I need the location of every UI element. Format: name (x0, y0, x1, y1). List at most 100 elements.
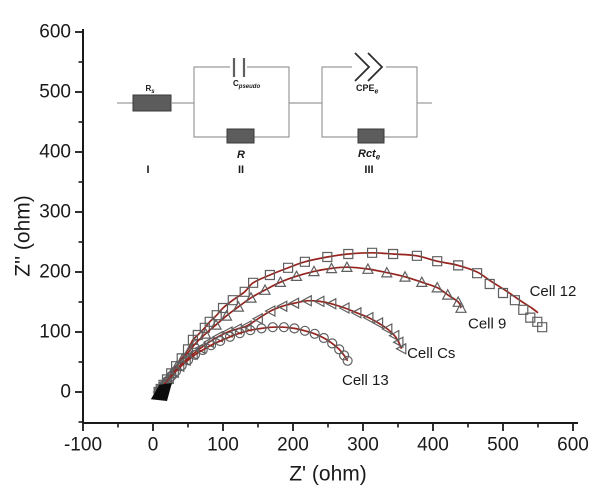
x-tick-label: -100 (64, 435, 102, 456)
data-series (150, 247, 548, 401)
triangle-left-marker (325, 297, 337, 310)
circle-marker (197, 344, 208, 356)
resistor-r (226, 128, 255, 144)
circle-marker (176, 360, 187, 371)
x-tick-label: 200 (277, 435, 309, 456)
square-marker (343, 248, 354, 260)
x-axis-title: Z' (ohm) (289, 463, 367, 486)
y-tick-label: 300 (39, 202, 71, 223)
square-marker (199, 322, 210, 333)
circle-marker (289, 323, 300, 334)
cpe-label: CPEe (356, 83, 379, 96)
triangle-up-marker (398, 270, 412, 282)
series-cell-13 (153, 322, 353, 398)
square-marker (518, 304, 529, 315)
triangle-up-marker (290, 269, 303, 281)
square-marker (432, 256, 443, 267)
series-label-cell-cs: Cell Cs (407, 345, 455, 362)
square-marker (264, 269, 275, 281)
parallel-box-ii (193, 66, 290, 138)
y-tick-label: 600 (39, 22, 71, 43)
circle-marker (245, 325, 256, 336)
triangle-up-marker (431, 281, 444, 293)
circle-marker (256, 323, 267, 334)
square-marker (411, 250, 422, 261)
triangle-up-marker (441, 288, 454, 300)
square-marker (299, 256, 310, 267)
square-marker (497, 287, 509, 299)
triangle-left-marker (221, 325, 233, 339)
triangle-up-marker (340, 260, 353, 272)
triangle-up-marker (325, 262, 338, 274)
cpe-icon (354, 52, 371, 82)
y-tick-label: 500 (39, 82, 71, 103)
triangle-up-marker (199, 327, 212, 339)
circle-marker (224, 331, 236, 342)
square-marker (525, 312, 536, 323)
circle-marker (234, 328, 245, 339)
square-marker (532, 316, 543, 327)
triangle-up-marker (452, 295, 465, 307)
circle-marker (171, 365, 182, 377)
numeral-ii: II (238, 164, 244, 176)
numeral-i: I (146, 164, 149, 176)
rct-label: Rcte (358, 148, 381, 162)
x-tick-label: 400 (417, 435, 449, 456)
triangle-left-marker (372, 316, 384, 330)
triangle-left-marker (395, 342, 407, 355)
circle-marker (215, 335, 226, 347)
square-marker (367, 247, 378, 258)
triangle-left-marker (251, 312, 263, 325)
triangle-up-marker (415, 275, 428, 287)
resistor-rct (357, 128, 385, 144)
triangle-up-marker (244, 291, 258, 303)
series-label-cell-13: Cell 13 (342, 372, 389, 389)
triangle-left-marker (202, 336, 214, 349)
triangle-left-marker (300, 294, 312, 307)
triangle-left-marker (338, 301, 350, 315)
y-tick-label: 400 (39, 142, 71, 163)
r-label: R (237, 149, 245, 161)
origin-cluster (150, 383, 172, 401)
y-tick-label: 200 (39, 262, 71, 283)
square-marker (283, 262, 294, 273)
square-marker (248, 277, 259, 288)
circle-marker (278, 322, 289, 333)
x-tick-label: 100 (207, 435, 239, 456)
triangle-up-marker (209, 318, 223, 330)
triangle-up-marker (307, 265, 321, 277)
triangle-left-marker (392, 336, 404, 349)
triangle-up-marker (361, 262, 374, 274)
triangle-up-marker (232, 300, 245, 312)
circle-marker (334, 344, 345, 355)
circle-marker (206, 340, 217, 351)
circle-marker (342, 355, 353, 366)
triangle-up-marker (380, 266, 393, 278)
triangle-left-marker (276, 300, 288, 313)
square-marker (484, 278, 495, 290)
circle-marker (318, 332, 329, 344)
parallel-box-iii (321, 66, 418, 138)
circle-marker (299, 325, 310, 336)
circle-marker (267, 322, 278, 333)
series-label-cell-12: Cell 12 (530, 283, 577, 300)
square-marker (453, 260, 464, 271)
fit-line (157, 326, 349, 393)
x-tick-label: 0 (148, 435, 159, 456)
y-tick-label: 0 (60, 382, 71, 403)
square-marker (537, 322, 548, 333)
square-marker (472, 268, 483, 279)
triangle-left-marker (264, 304, 276, 318)
square-marker (192, 329, 203, 341)
numeral-iii: III (364, 164, 373, 176)
triangle-left-marker (381, 322, 393, 336)
y-tick-label: 100 (39, 322, 71, 343)
triangle-left-marker (313, 295, 325, 308)
triangle-up-marker (274, 275, 287, 287)
resistor-rs (132, 94, 172, 112)
triangle-up-marker (258, 283, 272, 295)
circle-marker (339, 350, 350, 361)
y-axis-title: Z'' (ohm) (12, 195, 35, 277)
